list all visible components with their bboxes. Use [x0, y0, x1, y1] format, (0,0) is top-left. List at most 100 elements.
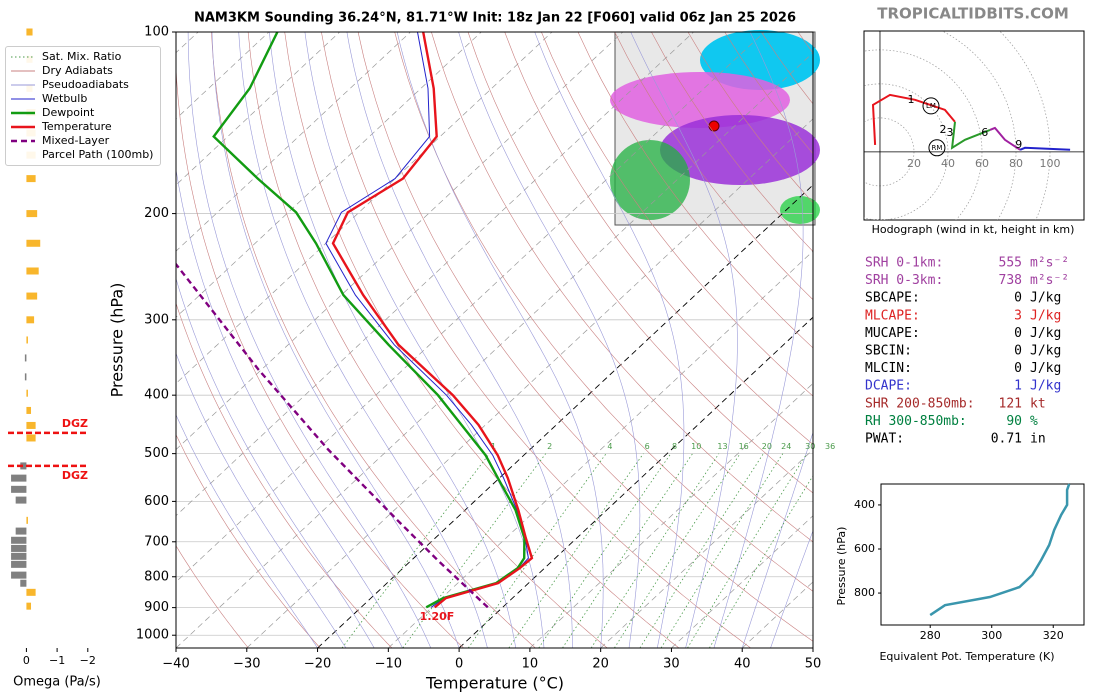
dry-adiabat — [247, 32, 608, 648]
stat-value: 0 — [1014, 291, 1022, 306]
stat-value: 738 — [999, 273, 1022, 288]
pseudoadiabat — [534, 32, 685, 648]
stat-value: 0 — [1014, 326, 1022, 341]
omega-bar — [26, 292, 38, 300]
legend-entry: Sat. Mix. Ratio — [8, 50, 158, 64]
omega-bar — [11, 474, 27, 482]
x-tick-label: 10 — [522, 657, 539, 672]
stat-label: SRH 0-1km: — [865, 256, 943, 271]
omega-bar — [26, 588, 36, 596]
pseudoadiabat — [176, 277, 375, 648]
height-label: 1 — [908, 93, 915, 106]
legend-swatch — [11, 56, 35, 58]
map-inset — [610, 30, 820, 226]
thetae-x-tick-label: 300 — [981, 629, 1002, 642]
pseudoadiabat — [176, 352, 347, 648]
chart-title: NAM3KM Sounding 36.24°N, 81.71°W Init: 1… — [194, 11, 796, 26]
stat-value: 3 — [1014, 308, 1022, 323]
omega-bar — [11, 536, 27, 544]
isotherm — [176, 32, 553, 384]
mixing-ratio-line — [590, 453, 720, 648]
mixing-ratio-line — [614, 453, 741, 648]
omega-bar — [26, 406, 32, 414]
mixing-ratio-line — [508, 453, 644, 648]
omega-bar — [26, 175, 36, 183]
hodograph-trace — [1019, 146, 1071, 151]
omega-tick-label: 0 — [23, 654, 30, 667]
stat-label: PWAT: — [865, 432, 904, 447]
dry-adiabat — [614, 32, 813, 301]
stat-unit: m²s⁻² — [1030, 256, 1069, 271]
pseudoadiabat — [630, 32, 738, 648]
omega-bar — [11, 485, 27, 493]
omega-bar — [26, 28, 33, 36]
dry-adiabat — [357, 32, 813, 642]
dry-adiabat — [394, 32, 813, 592]
omega-bar — [11, 560, 27, 568]
legend-label: Wetbulb — [42, 92, 88, 105]
y-tick-label: 100 — [144, 25, 169, 40]
height-label: 9 — [1015, 138, 1022, 151]
mixing-ratio-line — [467, 453, 607, 648]
omega-tick-label: −2 — [80, 654, 96, 667]
storm-motion-marker — [922, 97, 940, 115]
omega-axis-label: Omega (Pa/s) — [13, 675, 101, 690]
hodograph — [864, 31, 1084, 220]
stat-label: SBCIN: — [865, 344, 912, 359]
isotherm — [317, 184, 813, 648]
isotherm — [176, 32, 411, 252]
legend-label: Dewpoint — [42, 106, 95, 119]
legend-swatch — [11, 70, 35, 72]
omega-bar — [11, 571, 27, 579]
omega-bar — [15, 496, 27, 504]
legend-entry: Wetbulb — [8, 92, 158, 106]
y-tick-label: 800 — [144, 569, 169, 584]
dry-adiabat — [541, 32, 813, 397]
mixing-ratio-label: 16 — [739, 442, 749, 451]
stat-value: 555 — [999, 256, 1022, 271]
x-axis-label: Temperature (°C) — [425, 674, 564, 693]
y-axis-label: Pressure (hPa) — [108, 283, 127, 398]
dry-adiabat — [176, 545, 249, 648]
hodograph-ring-label: 80 — [1009, 157, 1023, 170]
legend-entry: Pseudoadiabats — [8, 78, 158, 92]
x-tick-label: 0 — [455, 657, 463, 672]
omega-bar — [24, 373, 27, 381]
hodograph-trace — [871, 93, 956, 145]
mixing-ratio-line — [538, 453, 672, 648]
pseudoadiabat — [304, 32, 545, 648]
mixing-ratio-label: 24 — [781, 442, 791, 451]
hodograph-frame — [863, 30, 1085, 221]
legend-swatch — [11, 125, 35, 129]
stat-value: 121 — [999, 396, 1022, 411]
isotherm — [176, 32, 482, 318]
dry-adiabat — [908, 32, 1100, 648]
omega-bar — [26, 434, 36, 442]
stat-label: SBCAPE: — [865, 291, 920, 306]
thetae-x-tick-label: 280 — [920, 629, 941, 642]
mixing-ratio-label: 1 — [491, 442, 496, 451]
stat-unit: J/kg — [1030, 379, 1061, 394]
mixing-ratio-label: 10 — [691, 442, 701, 451]
thetae-y-label: Pressure (hPa) — [835, 527, 848, 606]
dry-adiabat — [176, 434, 321, 648]
dry-adiabat — [321, 32, 751, 648]
y-tick-label: 1000 — [136, 628, 169, 643]
watermark: TROPICALTIDBITS.COM — [877, 5, 1069, 23]
omega-bar — [11, 544, 27, 552]
omega-bar — [26, 336, 28, 344]
dgz-label: DGZ — [62, 417, 88, 430]
storm-motion-marker — [928, 139, 946, 157]
dry-adiabat — [176, 302, 393, 648]
mixing-ratio-line — [639, 453, 764, 648]
stat-unit: kt — [1030, 396, 1046, 411]
legend-entry: Temperature — [8, 120, 158, 134]
dry-adiabat — [945, 32, 1100, 648]
omega-bar — [20, 579, 27, 587]
mixing-ratio-line — [341, 453, 490, 648]
hodograph-caption: Hodograph (wind in kt, height in km) — [872, 223, 1075, 236]
isotherm — [458, 316, 813, 648]
omega-bar — [11, 552, 27, 560]
mixing-ratio-label: 6 — [645, 442, 650, 451]
y-tick-label: 200 — [144, 206, 169, 221]
